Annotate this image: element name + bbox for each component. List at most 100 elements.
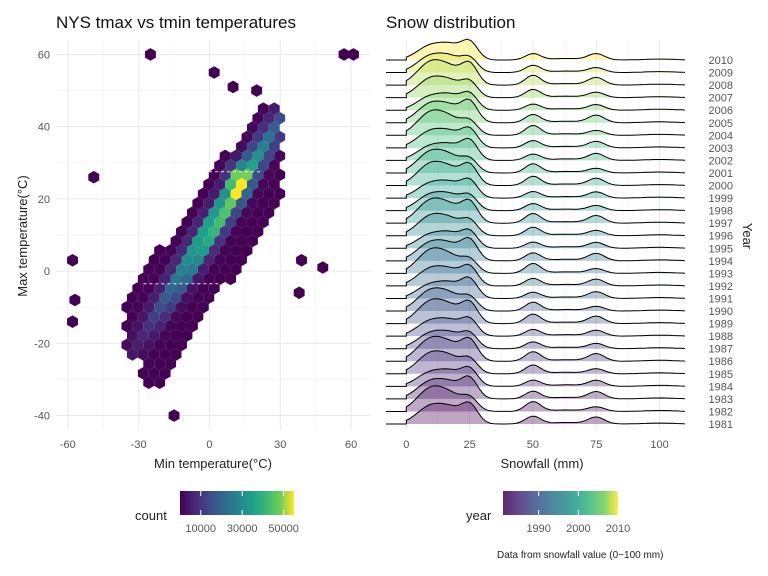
ridgeline-year-label: 1992 <box>709 281 733 293</box>
hexbin-y-ticks: -40 -20 0 20 40 60 <box>34 49 50 422</box>
ridgeline-year-label: 2008 <box>709 80 733 92</box>
hexbin-title: NYS tmax vs tmin temperatures <box>56 13 296 32</box>
ridgeline-title: Snow distribution <box>386 13 515 32</box>
ridge-area-2005 <box>406 98 685 123</box>
hexbin-cell <box>214 159 226 172</box>
year-colorbar <box>503 491 618 515</box>
hexbin-x-tick-label: -60 <box>60 439 76 451</box>
hexbin-cell <box>219 263 231 276</box>
hexbin-cell <box>181 329 193 342</box>
ridge-line-1991 <box>386 276 686 299</box>
hexbin-cell <box>203 196 215 210</box>
ridge-line-1985 <box>386 350 686 375</box>
year-legend-tick-label: 2000 <box>566 523 590 535</box>
ridge-area-1987 <box>406 330 685 349</box>
hexbin-cell <box>165 263 177 276</box>
ridge-line-1999 <box>386 177 686 199</box>
ridgeline-x-tick-label: 25 <box>463 439 475 451</box>
ridge-area-2000 <box>406 161 685 186</box>
ridge-line-1983 <box>386 375 686 400</box>
ridgeline-year-label: 2007 <box>709 93 733 105</box>
hexbin-cell <box>143 281 155 295</box>
ridgeline-year-label: 1982 <box>709 406 733 418</box>
hexbin-cell <box>165 357 177 371</box>
hexbin-x-tick-label: 0 <box>206 439 212 451</box>
hexbin-cell <box>203 234 215 248</box>
hexbin-cell <box>154 376 166 390</box>
ridge-line-1988 <box>386 315 685 337</box>
ridgeline-year-label: 2001 <box>709 168 733 180</box>
ridge-line-2003 <box>386 126 686 149</box>
hexbin-cell <box>69 293 81 307</box>
hexbin-cell <box>230 244 242 257</box>
hexbin-cell <box>159 367 171 380</box>
year-legend-tick-label: 2010 <box>606 523 630 535</box>
ridge-area-2001 <box>406 149 685 173</box>
ridge-area-1985 <box>406 350 685 374</box>
hexbin-cell <box>197 206 209 219</box>
hexbin-cell <box>170 253 182 267</box>
hexbin-cell <box>296 253 307 267</box>
hexbin-cell <box>208 187 220 201</box>
hexbin-cell <box>143 338 155 352</box>
ridge-area-2007 <box>406 75 685 98</box>
ridgeline-year-label: 1985 <box>709 369 733 381</box>
hexbin-cell <box>246 196 258 210</box>
ridge-area-1982 <box>406 385 685 412</box>
hexbin-cell <box>257 102 269 115</box>
ridge-line-2010 <box>386 38 686 61</box>
hexbin-cell <box>252 187 264 201</box>
ridgeline-year-label: 1993 <box>709 268 733 280</box>
hexbin-cell <box>214 178 226 191</box>
hexbin-cell <box>214 215 226 229</box>
ridge-area-1986 <box>406 336 685 362</box>
hexbin-cell <box>208 66 220 79</box>
ridge-line-1986 <box>386 335 685 362</box>
hexbin-cell <box>214 272 226 286</box>
hexbin-cell <box>67 253 78 267</box>
ridge-line-1994 <box>386 236 685 262</box>
ridge-area-1997 <box>406 197 685 224</box>
hexbin-cell <box>219 149 231 163</box>
ridge-line-1997 <box>386 197 686 224</box>
hexbin-cells <box>67 48 359 422</box>
hexbin-cell <box>236 253 247 267</box>
hexbin-cell <box>154 338 166 352</box>
hexbin-cell <box>181 291 193 304</box>
hexbin-cell <box>251 84 263 97</box>
hexbin-cell <box>219 244 231 257</box>
hexbin-cell <box>132 300 144 314</box>
hexbin-cell <box>219 187 231 201</box>
hexbin-y-tick-label: 20 <box>38 194 50 206</box>
hexbin-cell <box>170 310 182 323</box>
hexbin-cell <box>181 253 193 267</box>
hexbin-cell <box>181 272 193 286</box>
hexbin-y-tick-label: 40 <box>38 122 50 134</box>
ridgeline-year-label: 1991 <box>709 293 733 305</box>
hexbin-cell <box>263 111 275 125</box>
hexbin-cell <box>208 225 220 238</box>
hexbin-cell <box>159 310 171 323</box>
hexbin-cell <box>225 196 237 210</box>
ridge-area-2002 <box>406 138 685 161</box>
hexbin-cell <box>225 272 237 286</box>
hexbin-cell <box>241 244 253 257</box>
hexbin-cell <box>170 234 182 248</box>
hexbin-cell <box>197 263 209 276</box>
hexbin-y-tick-label: -20 <box>34 338 50 350</box>
ridgeline-x-tick-label: 75 <box>590 439 602 451</box>
hexbin-cell <box>137 329 149 342</box>
hexbin-cell <box>143 319 155 333</box>
hexbin-cell <box>225 215 237 229</box>
ridgeline-year-label: 1995 <box>709 243 733 255</box>
ridgeline-year-label: 2006 <box>709 105 733 117</box>
hexbin-cell <box>170 348 182 361</box>
ridge-area-1998 <box>406 191 685 211</box>
hexbin-cell <box>137 348 149 361</box>
hexbin-cell <box>192 234 204 248</box>
hexbin-cell <box>132 319 144 333</box>
hexbin-cell <box>176 319 187 333</box>
ridgeline-year-label: 2003 <box>709 143 733 155</box>
ridgeline-x-tick-label: 100 <box>650 439 668 451</box>
ridge-area-2004 <box>406 109 685 136</box>
